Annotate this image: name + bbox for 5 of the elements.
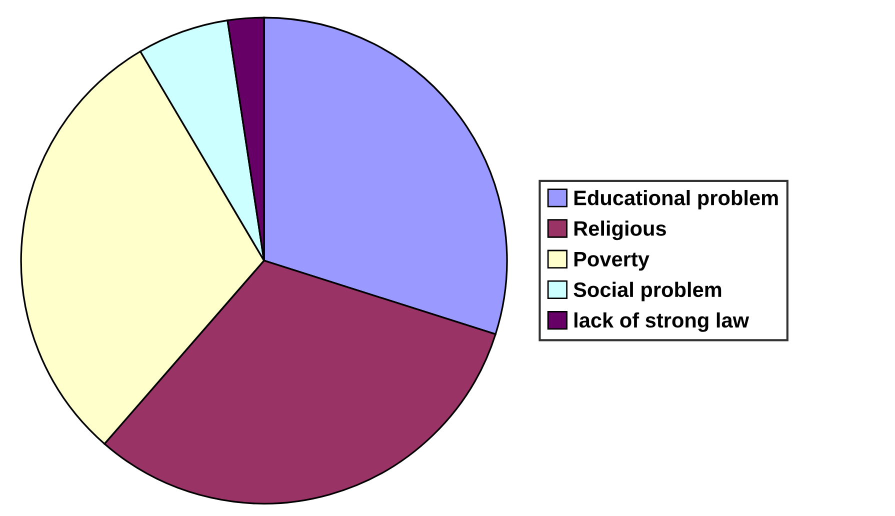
- legend-label: Poverty: [574, 252, 650, 271]
- legend-label: Educational problem: [574, 190, 778, 210]
- legend-label: Religious: [574, 220, 666, 240]
- legend-label: lack of strong law: [574, 312, 750, 332]
- legend-label: Social problem: [574, 282, 722, 302]
